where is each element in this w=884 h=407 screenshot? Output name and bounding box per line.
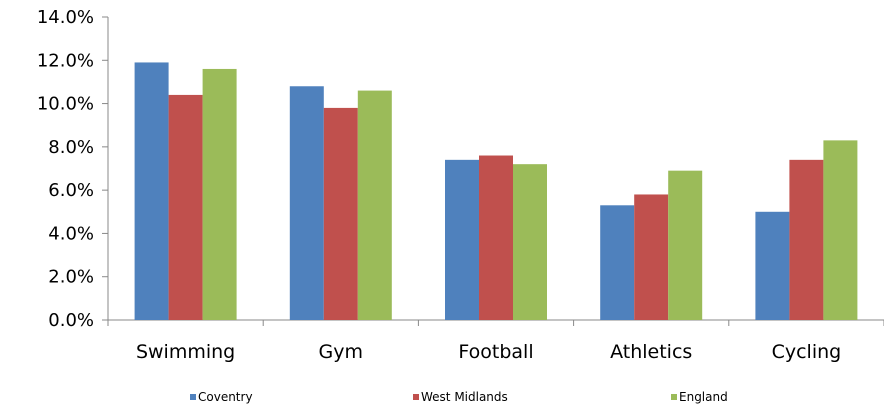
legend-label: West Midlands	[421, 390, 508, 404]
bar	[479, 155, 513, 320]
bar	[134, 62, 169, 320]
bar	[668, 170, 703, 320]
legend-swatch	[671, 394, 677, 400]
y-tick-label: 0.0%	[48, 310, 94, 331]
bar	[202, 68, 237, 320]
bar	[513, 164, 547, 320]
y-tick-label: 8.0%	[48, 137, 94, 158]
y-tick-label: 14.0%	[37, 7, 94, 28]
bar	[289, 86, 324, 320]
bars	[134, 62, 858, 321]
y-tick-label: 10.0%	[37, 94, 94, 115]
bar	[323, 107, 358, 321]
x-tick-label: Athletics	[610, 341, 692, 363]
x-axis: Swimming Gym Football Athletics Cycling	[107, 319, 884, 363]
bar	[445, 159, 479, 320]
legend-swatch	[413, 394, 419, 400]
bar	[755, 211, 790, 320]
bar	[823, 140, 858, 320]
bar	[600, 205, 635, 320]
bar	[789, 159, 824, 320]
y-tick-label: 6.0%	[48, 180, 94, 201]
bar	[168, 94, 203, 321]
y-tick-label: 12.0%	[37, 50, 94, 71]
legend-swatch	[190, 394, 196, 400]
legend-label: Coventry	[198, 390, 253, 404]
x-tick-label: Cycling	[772, 341, 842, 363]
legend-label: England	[679, 390, 728, 404]
y-tick-label: 2.0%	[48, 267, 94, 288]
x-tick-label: Gym	[319, 341, 363, 363]
bar	[357, 90, 392, 320]
y-axis: 0.0% 2.0% 4.0% 6.0% 8.0% 10.0% 12.0% 14.0%	[37, 7, 109, 331]
bar	[634, 194, 669, 320]
y-tick-label: 4.0%	[48, 223, 94, 244]
x-tick-label: Football	[458, 341, 533, 363]
legend: Coventry West Midlands England	[190, 390, 728, 404]
x-tick-label: Swimming	[136, 341, 235, 363]
